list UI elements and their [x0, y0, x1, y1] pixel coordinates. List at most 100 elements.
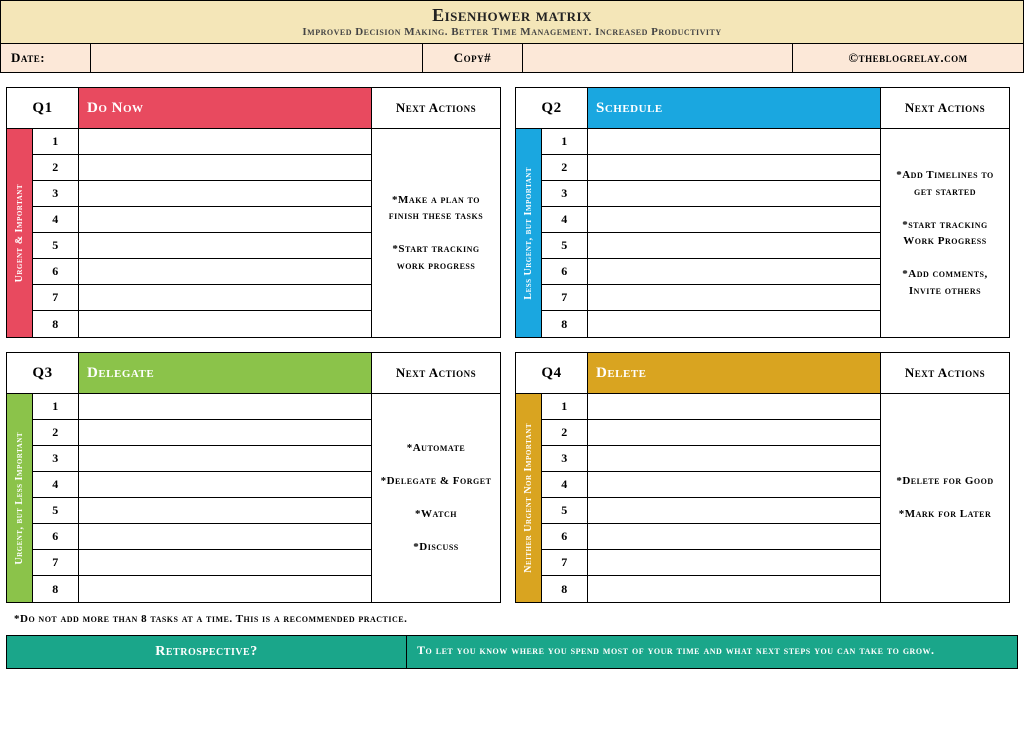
- task-row: 6: [33, 524, 371, 550]
- date-value[interactable]: [91, 44, 423, 72]
- page-title: Eisenhower matrix: [1, 5, 1023, 26]
- task-cell[interactable]: [79, 472, 371, 497]
- task-number: 6: [542, 259, 588, 284]
- copy-value[interactable]: [523, 44, 793, 72]
- task-cell[interactable]: [588, 181, 880, 206]
- quadrant-body: Less Urgent, but Important12345678*Add T…: [516, 128, 1009, 337]
- task-row: 8: [542, 311, 880, 337]
- task-row: 6: [33, 259, 371, 285]
- task-number: 4: [542, 207, 588, 232]
- next-actions-body: *Delete for Good *Mark for Later: [881, 394, 1009, 602]
- task-cell[interactable]: [588, 472, 880, 497]
- task-number: 1: [33, 394, 79, 419]
- task-row: 1: [542, 394, 880, 420]
- task-cell[interactable]: [79, 181, 371, 206]
- task-cell[interactable]: [588, 311, 880, 337]
- task-cell[interactable]: [79, 155, 371, 180]
- task-row: 4: [542, 207, 880, 233]
- task-cell[interactable]: [588, 524, 880, 549]
- task-cell[interactable]: [588, 129, 880, 154]
- task-cell[interactable]: [588, 259, 880, 284]
- task-cell[interactable]: [79, 129, 371, 154]
- quadrant-title: Delegate: [79, 353, 372, 393]
- quadrant-q4: Q4DeleteNext ActionsNeither Urgent Nor I…: [515, 352, 1010, 603]
- task-number: 6: [33, 524, 79, 549]
- task-cell[interactable]: [79, 233, 371, 258]
- task-cell[interactable]: [588, 576, 880, 602]
- next-actions-header: Next Actions: [372, 353, 500, 393]
- next-actions-header: Next Actions: [881, 88, 1009, 128]
- task-cell[interactable]: [79, 524, 371, 549]
- task-number: 4: [33, 472, 79, 497]
- task-number: 7: [33, 285, 79, 310]
- task-row: 3: [33, 181, 371, 207]
- next-actions-body: *Add Timelines to get started *start tra…: [881, 129, 1009, 337]
- task-number: 1: [33, 129, 79, 154]
- quadrant-body: Urgent & Important12345678*Make a plan t…: [7, 128, 500, 337]
- quadrant-q2: Q2ScheduleNext ActionsLess Urgent, but I…: [515, 87, 1010, 338]
- task-number: 5: [33, 498, 79, 523]
- task-number: 7: [542, 285, 588, 310]
- task-cell[interactable]: [79, 207, 371, 232]
- quadrant-grid: Q1Do NowNext ActionsUrgent & Important12…: [0, 73, 1024, 607]
- task-number: 1: [542, 394, 588, 419]
- task-number: 8: [542, 576, 588, 602]
- quadrant-title: Schedule: [588, 88, 881, 128]
- task-cell[interactable]: [588, 446, 880, 471]
- task-cell[interactable]: [588, 394, 880, 419]
- task-cell[interactable]: [588, 207, 880, 232]
- task-rows: 12345678: [33, 129, 372, 337]
- task-row: 2: [33, 155, 371, 181]
- retrospective-text: To let you know where you spend most of …: [407, 636, 1017, 668]
- task-row: 4: [33, 207, 371, 233]
- quadrant-header: Q2ScheduleNext Actions: [516, 88, 1009, 128]
- task-row: 5: [33, 233, 371, 259]
- task-row: 5: [542, 233, 880, 259]
- task-cell[interactable]: [79, 576, 371, 602]
- task-row: 6: [542, 259, 880, 285]
- task-cell[interactable]: [79, 420, 371, 445]
- quadrant-side-label: Urgent, but Less Important: [7, 394, 33, 602]
- task-row: 5: [542, 498, 880, 524]
- task-rows: 12345678: [542, 394, 881, 602]
- task-cell[interactable]: [79, 311, 371, 337]
- task-number: 1: [542, 129, 588, 154]
- task-row: 1: [33, 129, 371, 155]
- quadrant-number: Q3: [7, 353, 79, 393]
- header-title-row: Eisenhower matrix Improved Decision Maki…: [1, 1, 1023, 44]
- task-number: 6: [542, 524, 588, 549]
- quadrant-number: Q4: [516, 353, 588, 393]
- date-label: Date:: [1, 44, 91, 72]
- task-cell[interactable]: [79, 550, 371, 575]
- quadrant-number: Q2: [516, 88, 588, 128]
- page-subtitle: Improved Decision Making. Better Time Ma…: [1, 26, 1023, 41]
- task-number: 3: [542, 181, 588, 206]
- next-actions-header: Next Actions: [881, 353, 1009, 393]
- task-cell[interactable]: [79, 394, 371, 419]
- task-cell[interactable]: [588, 233, 880, 258]
- quadrant-number: Q1: [7, 88, 79, 128]
- header: Eisenhower matrix Improved Decision Maki…: [0, 0, 1024, 73]
- task-cell[interactable]: [588, 420, 880, 445]
- task-number: 7: [33, 550, 79, 575]
- task-cell[interactable]: [588, 498, 880, 523]
- task-row: 7: [542, 550, 880, 576]
- task-row: 2: [33, 420, 371, 446]
- task-row: 3: [542, 181, 880, 207]
- task-row: 4: [542, 472, 880, 498]
- task-cell[interactable]: [79, 446, 371, 471]
- task-cell[interactable]: [588, 550, 880, 575]
- task-number: 3: [542, 446, 588, 471]
- retrospective-bar: Retrospective? To let you know where you…: [6, 635, 1018, 669]
- header-fields: Date: Copy# ©theblogrelay.com: [1, 44, 1023, 72]
- task-cell[interactable]: [79, 259, 371, 284]
- task-cell[interactable]: [588, 155, 880, 180]
- task-cell[interactable]: [79, 285, 371, 310]
- task-row: 3: [33, 446, 371, 472]
- quadrant-body: Urgent, but Less Important12345678*Autom…: [7, 393, 500, 602]
- task-cell[interactable]: [79, 498, 371, 523]
- task-row: 8: [33, 576, 371, 602]
- task-number: 2: [542, 420, 588, 445]
- task-number: 2: [33, 155, 79, 180]
- task-cell[interactable]: [588, 285, 880, 310]
